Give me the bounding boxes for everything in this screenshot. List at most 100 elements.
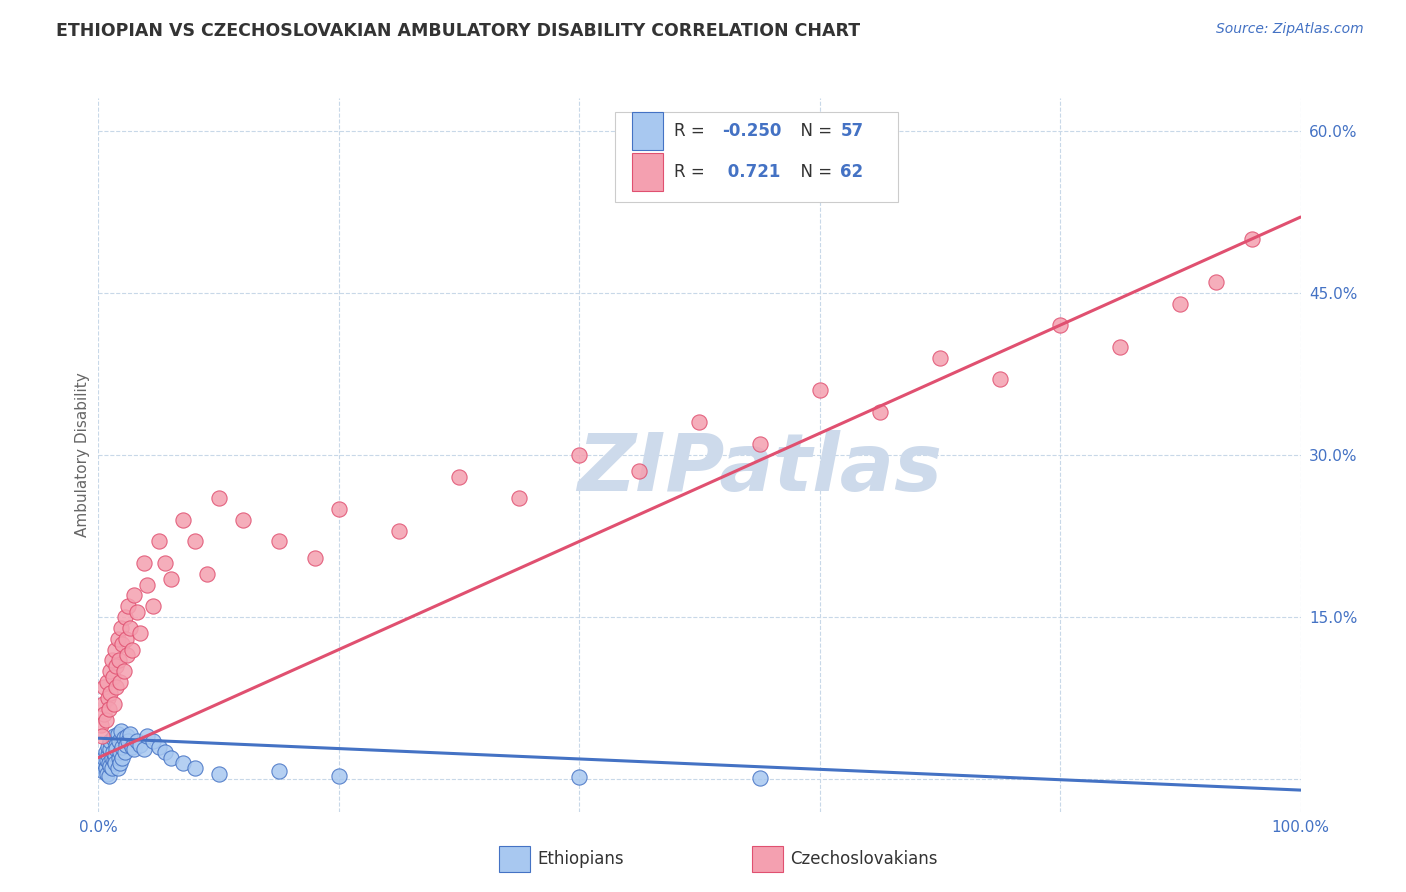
Point [108,734,131,748]
Point [117,734,139,748]
Point [101,731,124,746]
Point [100,750,122,764]
Point [98,756,121,770]
Point [114,610,136,624]
Point [93,750,115,764]
Point [94,713,117,727]
Point [148,534,170,549]
Point [1109,340,1132,354]
Point [117,599,139,614]
Point [112,664,135,678]
Point [988,372,1011,386]
Text: R =: R = [675,163,710,181]
Point [267,764,290,778]
Point [115,738,138,752]
Text: 0.721: 0.721 [723,163,780,181]
Point [159,572,181,586]
Point [91,697,114,711]
Point [110,621,132,635]
Point [110,723,132,738]
Point [183,534,205,549]
Point [153,745,176,759]
Point [869,405,891,419]
Point [388,524,411,538]
Point [105,658,128,673]
Point [118,621,141,635]
Text: Source: ZipAtlas.com: Source: ZipAtlas.com [1216,22,1364,37]
Point [208,767,231,781]
Point [689,416,711,430]
Point [105,742,128,756]
Point [628,464,651,478]
Point [748,437,770,451]
Point [232,513,254,527]
Point [568,770,591,784]
Point [93,756,115,770]
Point [125,605,148,619]
Point [148,739,170,754]
Point [1241,232,1264,246]
Point [97,691,120,706]
Point [135,729,157,743]
Point [183,762,205,776]
Point [304,550,326,565]
Point [97,739,120,754]
Point [748,771,770,785]
Point [141,599,163,614]
Point [108,675,131,690]
Text: 57: 57 [841,122,863,140]
Point [107,762,129,776]
Text: ETHIOPIAN VS CZECHOSLOVAKIAN AMBULATORY DISABILITY CORRELATION CHART: ETHIOPIAN VS CZECHOSLOVAKIAN AMBULATORY … [56,22,860,40]
Point [172,513,194,527]
Point [118,727,141,741]
Point [105,681,128,695]
Point [104,748,127,763]
Point [103,729,125,743]
Point [141,734,163,748]
Point [108,750,131,764]
Point [111,637,134,651]
Point [129,626,152,640]
Point [195,566,218,581]
Point [103,753,125,767]
Point [97,748,120,763]
Point [111,739,134,754]
Point [108,745,131,759]
Point [117,729,139,743]
Point [267,534,290,549]
Point [115,632,138,646]
Point [103,697,125,711]
Point [121,642,143,657]
Point [100,664,122,678]
Y-axis label: Ambulatory Disability: Ambulatory Disability [75,373,90,537]
Text: ZIPatlas: ZIPatlas [576,430,942,508]
Point [101,745,124,759]
Point [447,469,470,483]
Point [100,734,122,748]
Point [98,702,121,716]
Point [96,767,118,781]
Point [93,707,115,722]
Point [107,632,129,646]
Text: R =: R = [675,122,710,140]
Point [98,769,121,783]
Point [568,448,591,462]
Point [1205,275,1227,289]
Point [129,738,152,752]
Point [125,734,148,748]
Point [91,729,114,743]
Point [124,589,146,603]
Point [132,742,155,756]
Point [928,351,950,365]
Point [124,742,146,756]
Point [108,756,131,770]
Point [93,681,115,695]
Point [94,745,117,759]
Point [90,718,112,732]
Point [132,556,155,570]
Point [107,727,129,741]
Point [135,577,157,591]
Point [91,764,114,778]
Point [808,383,831,397]
Point [328,769,350,783]
